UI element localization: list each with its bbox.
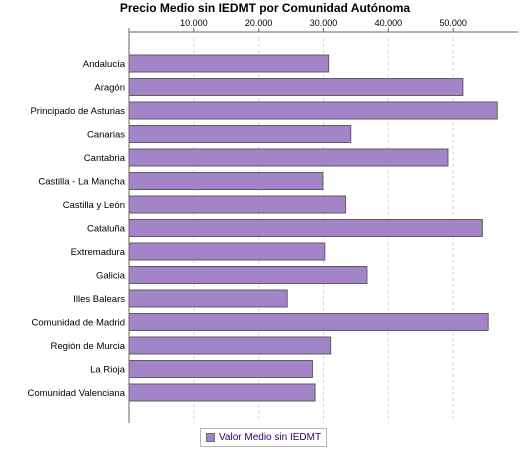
category-label: Castilla y León: [63, 200, 125, 211]
legend-swatch: [206, 433, 215, 442]
bar: [128, 313, 489, 331]
x-tick-label: 20.000: [245, 18, 273, 28]
category-label: Comunidad Valenciana: [27, 388, 125, 399]
bar: [128, 219, 483, 237]
category-label: Andalucía: [83, 59, 126, 70]
bar: [128, 101, 498, 120]
x-tick-label: 50.000: [439, 18, 467, 28]
bar: [128, 383, 316, 402]
category-labels: Andalucía Aragón Principado de Asturias Can…: [27, 59, 125, 399]
bar: [128, 336, 332, 355]
bar: [128, 125, 352, 143]
category-label: Castilla - La Mancha: [38, 177, 125, 188]
category-label: Galicia: [96, 271, 126, 282]
category-label: Illes Balears: [73, 294, 125, 305]
bar: [128, 195, 347, 214]
category-label: Región de Murcia: [51, 341, 126, 352]
x-tick-label: 30.000: [310, 18, 338, 28]
bar: [128, 360, 313, 378]
axes: [128, 28, 518, 423]
category-label: Cantabria: [84, 153, 126, 164]
x-tick-label: 40.000: [375, 18, 403, 28]
category-label: Cataluña: [87, 224, 126, 235]
legend: Valor Medio sin IEDMT: [200, 428, 328, 447]
category-label: La Rioja: [90, 365, 126, 376]
x-tick-label: 10.000: [180, 18, 208, 28]
category-label: Comunidad de Madrid: [32, 318, 125, 329]
x-axis-ticks: 10.000 20.000 30.000 40.000 50.000: [180, 18, 467, 32]
category-label: Canarias: [87, 130, 125, 141]
category-label: Principado de Asturias: [30, 106, 125, 117]
bar: [128, 54, 330, 73]
chart-title: Precio Medio sin IEDMT por Comunidad Aut…: [120, 1, 411, 15]
bar: [128, 172, 324, 190]
legend-label: Valor Medio sin IEDMT: [219, 432, 322, 443]
bar: [128, 148, 449, 167]
bar: [128, 266, 368, 284]
category-label: Extremadura: [71, 247, 126, 258]
bar: [128, 242, 326, 261]
bar: [128, 289, 288, 308]
category-label: Aragón: [94, 83, 125, 94]
bars: [128, 54, 498, 402]
bar: [128, 78, 464, 96]
